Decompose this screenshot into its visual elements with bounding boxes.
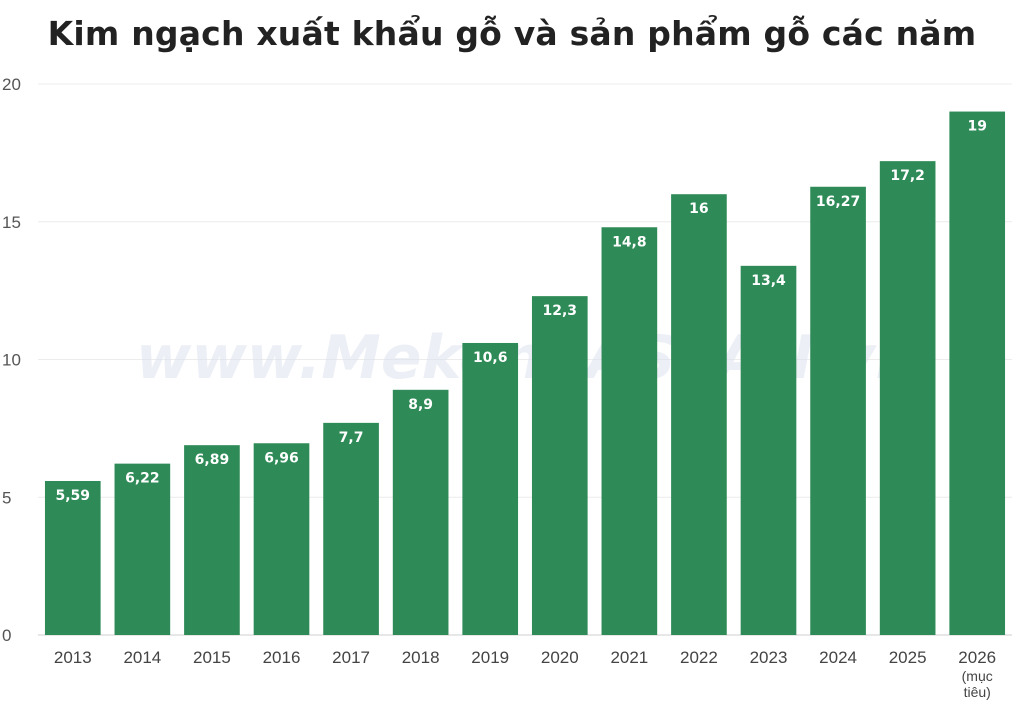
bar-value-label: 16,27 [816, 194, 860, 210]
bar [671, 194, 727, 635]
bar [949, 111, 1006, 636]
bar-value-label: 13,4 [751, 273, 786, 289]
bar [44, 480, 101, 635]
bar-value-label: 12,3 [543, 303, 578, 319]
y-tick-label: 0 [2, 626, 11, 645]
bar-value-label: 6,22 [125, 471, 160, 487]
x-tick-label: 2018 [402, 648, 440, 667]
watermark: www.MekongASEAN.vn [136, 323, 918, 393]
x-tick-label: 2023 [750, 648, 788, 667]
bar [323, 422, 379, 635]
x-tick-label: 2019 [471, 648, 509, 667]
x-tick-label: 2016 [263, 648, 301, 667]
chart-title: Kim ngạch xuất khẩu gỗ và sản phẩm gỗ cá… [47, 14, 977, 53]
y-tick-label: 20 [2, 75, 21, 94]
bar [601, 227, 658, 635]
bar-value-label: 7,7 [339, 430, 364, 446]
x-axis: 2013 2014 2015 2016 2017 2018 2019 2020 2021 2022… [54, 648, 996, 700]
y-tick-label: 5 [2, 488, 11, 507]
x-tick-label: 2021 [610, 648, 648, 667]
bar-value-label: 14,8 [612, 234, 647, 250]
bar [810, 186, 866, 635]
x-tick-label: 2020 [541, 648, 579, 667]
bar-value-label: 6,96 [264, 450, 299, 466]
bar-value-label: 5,59 [56, 488, 91, 504]
x-tick-label: 2015 [193, 648, 231, 667]
bar [740, 265, 797, 635]
bar [114, 463, 171, 635]
x-tick-label: 2025 [889, 648, 927, 667]
bar [879, 161, 936, 635]
y-tick-label: 10 [2, 351, 21, 370]
bar-value-label: 19 [967, 119, 986, 135]
bar [531, 296, 588, 635]
bar [253, 443, 310, 635]
bar-value-label: 16 [689, 201, 708, 217]
bar [462, 342, 519, 635]
bars: 5,59 6,22 6,89 6,96 7,7 8,9 10,6 12,3 14,8 16 13,4… [44, 111, 1006, 636]
x-tick-label: 2014 [123, 648, 161, 667]
bar [184, 445, 240, 635]
x-tick-label: 2013 [54, 648, 92, 667]
x-tick-label: 2022 [680, 648, 718, 667]
y-axis: 0 5 10 15 20 [2, 75, 21, 645]
bar-value-label: 8,9 [408, 397, 433, 413]
y-tick-label: 15 [2, 213, 21, 232]
x-tick-label: 2026 (mục tiêu) [958, 648, 996, 700]
bar [392, 389, 449, 635]
x-tick-label: 2017 [332, 648, 370, 667]
bar-value-label: 6,89 [195, 452, 230, 468]
bar-value-label: 17,2 [890, 168, 925, 184]
x-tick-label: 2024 [819, 648, 857, 667]
bar-value-label: 10,6 [473, 350, 508, 366]
